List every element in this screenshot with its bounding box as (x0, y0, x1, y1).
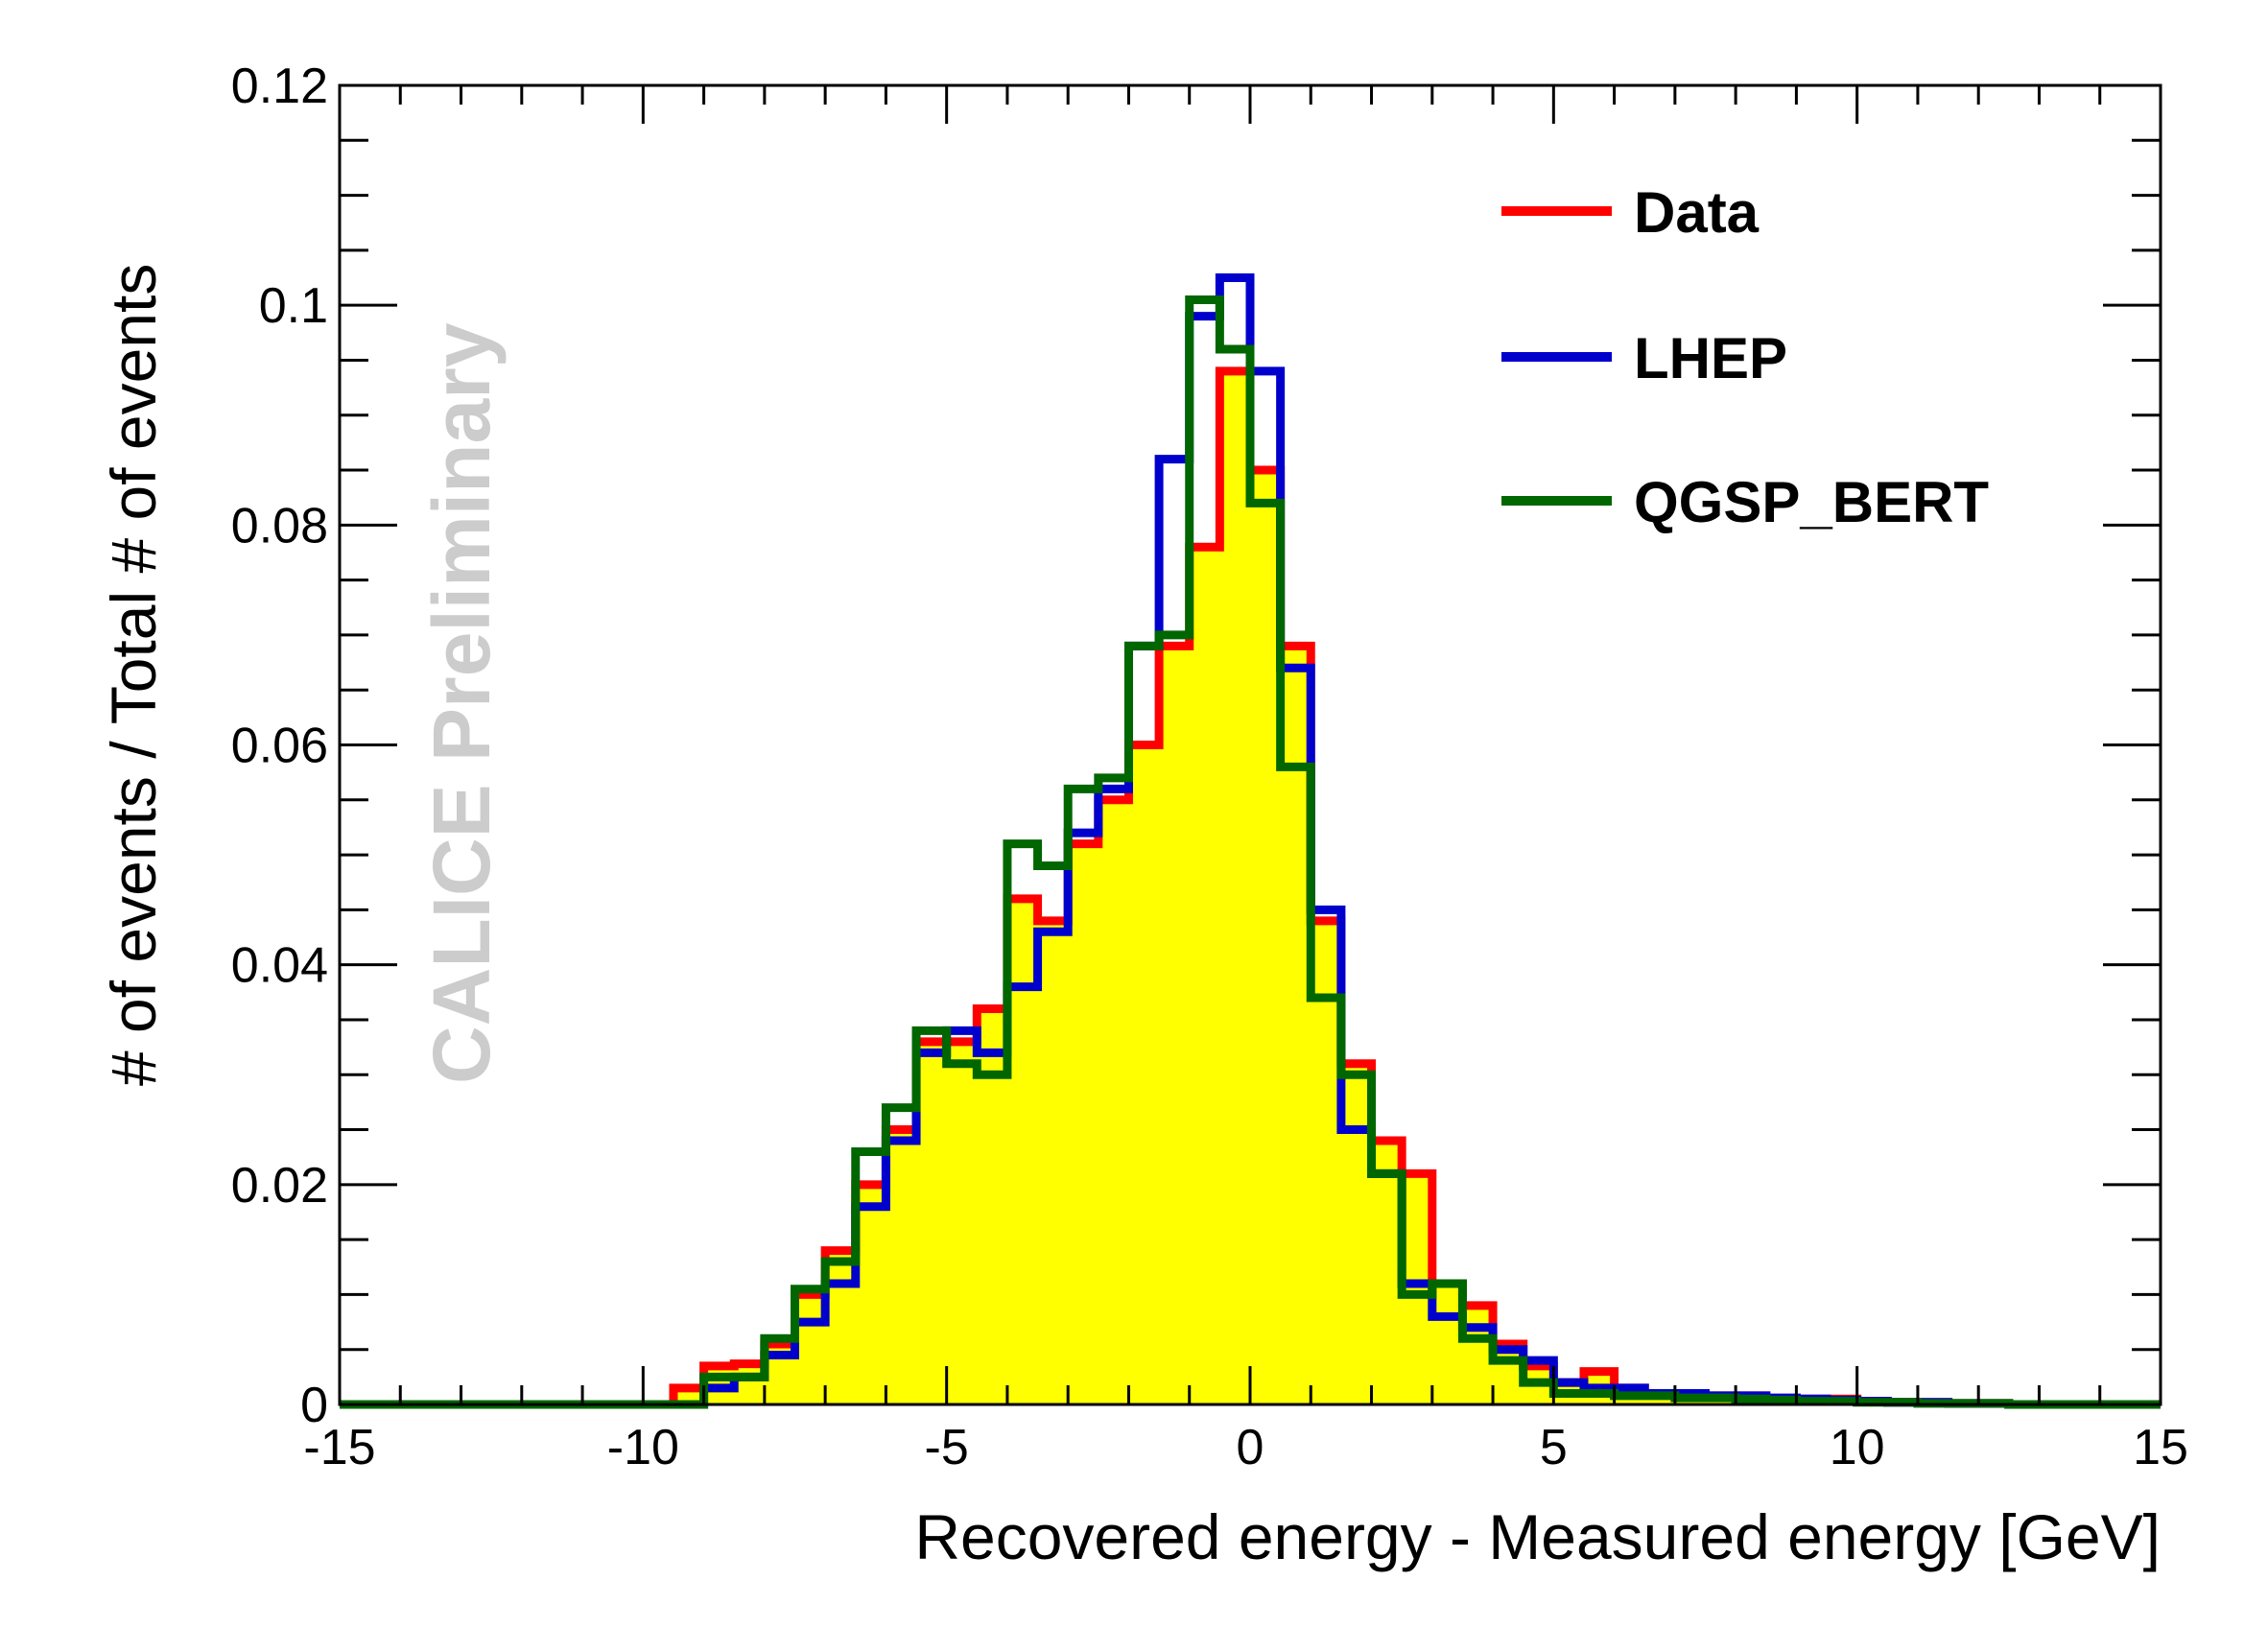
legend-label-qgsp-bert: QGSP_BERT (1634, 470, 1989, 534)
y-tick-label: 0.04 (231, 938, 328, 994)
y-tick-label: 0.12 (231, 59, 328, 114)
legend: Data LHEP QGSP_BERT (1501, 180, 1989, 534)
x-tick-label: 10 (1830, 1420, 1885, 1475)
y-tick-label: 0.1 (259, 278, 328, 334)
histogram-fill-data (340, 370, 2161, 1405)
plot-area: -15 -10 -5 0 5 10 15 0 0.02 0.04 0.06 0.08 0.1 0.12 (231, 59, 2188, 1475)
y-axis-title: # of events / Total # of events (98, 264, 169, 1086)
y-tick-label: 0.08 (231, 498, 328, 554)
x-tick-label: 5 (1540, 1420, 1568, 1475)
axis-ticks (338, 83, 2162, 1406)
x-tick-label: -5 (925, 1420, 969, 1475)
x-tick-label: 15 (2133, 1420, 2188, 1475)
legend-label-data: Data (1634, 180, 1760, 245)
x-tick-label: -10 (607, 1420, 679, 1475)
x-tick-label: -15 (303, 1420, 375, 1475)
x-axis-title: Recovered energy - Measured energy [GeV] (914, 1501, 2161, 1572)
watermark: CALICE Preliminary (416, 322, 507, 1084)
legend-label-lhep: LHEP (1634, 326, 1787, 390)
y-tick-label: 0.06 (231, 719, 328, 774)
axis-tick-labels: -15 -10 -5 0 5 10 15 0 0.02 0.04 0.06 0.08 0.1 0.12 (231, 59, 2188, 1475)
data-fill-layer (340, 370, 2161, 1405)
x-tick-label: 0 (1237, 1420, 1264, 1475)
y-tick-label: 0.02 (231, 1158, 328, 1214)
y-tick-label: 0 (300, 1378, 328, 1433)
